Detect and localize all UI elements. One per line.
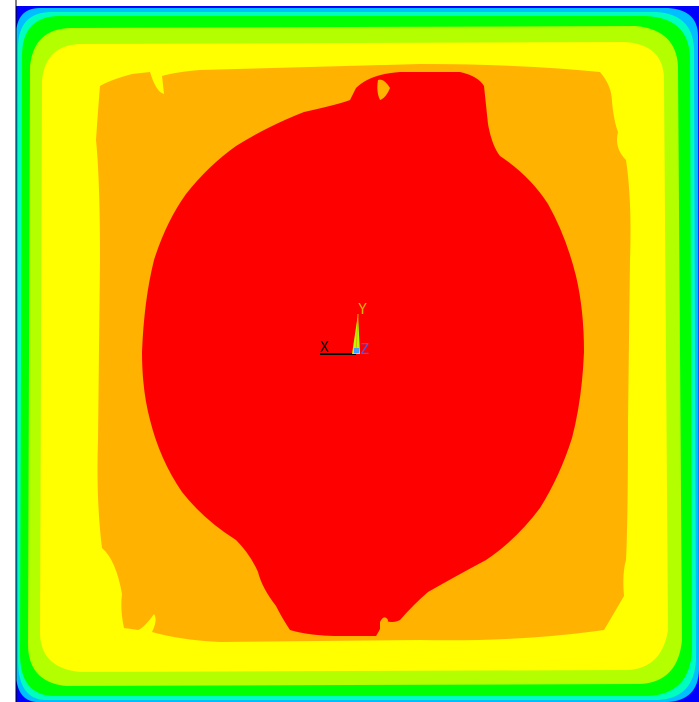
left-margin [0, 0, 16, 702]
x-axis-label: X [320, 338, 329, 356]
y-axis-line [355, 313, 359, 355]
z-axis-label: Z [360, 340, 369, 358]
y-axis-label: Y [358, 300, 367, 318]
contour-notch-bottom [380, 617, 388, 632]
contour-notch-top [377, 79, 390, 100]
contour-band-8 [142, 72, 584, 636]
axis-triad: X Y Z [320, 300, 369, 358]
z-axis-marker [354, 348, 359, 353]
